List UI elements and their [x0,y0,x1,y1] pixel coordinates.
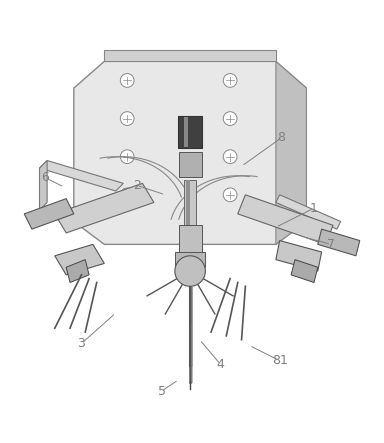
Polygon shape [24,198,74,229]
Bar [184,179,196,225]
Polygon shape [276,195,341,229]
Text: 7: 7 [327,238,335,251]
Text: 3: 3 [78,337,85,350]
Bar [178,116,202,148]
Polygon shape [74,62,306,245]
Circle shape [120,112,134,125]
Polygon shape [291,260,318,283]
Circle shape [120,74,134,87]
Polygon shape [40,160,47,210]
Bar [179,225,202,252]
Circle shape [223,150,237,163]
Bar [186,179,190,225]
Polygon shape [40,160,123,191]
Circle shape [120,150,134,163]
Text: 5: 5 [157,385,166,398]
Polygon shape [276,241,322,271]
Polygon shape [104,50,276,62]
Circle shape [223,112,237,125]
Text: 1: 1 [310,202,318,215]
Text: 6: 6 [41,171,49,184]
Text: 2: 2 [133,179,141,192]
Polygon shape [55,245,104,275]
Bar [179,152,202,177]
Text: 4: 4 [217,358,225,371]
Circle shape [223,74,237,87]
Circle shape [223,188,237,202]
Bar [175,252,205,267]
Bar [184,117,188,147]
Text: 8: 8 [278,131,286,144]
Polygon shape [55,183,154,233]
Circle shape [175,256,205,286]
Text: 81: 81 [272,354,288,367]
Circle shape [120,188,134,202]
Polygon shape [276,62,306,245]
Polygon shape [66,260,89,283]
Polygon shape [238,195,333,245]
Polygon shape [318,229,360,256]
